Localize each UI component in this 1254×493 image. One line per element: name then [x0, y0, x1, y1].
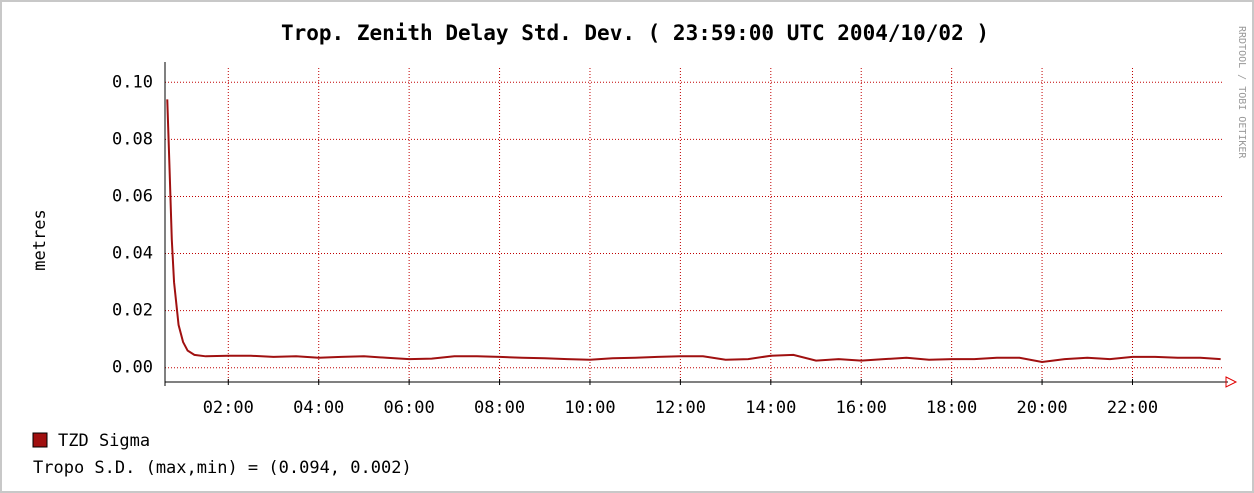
y-tick-label: 0.06	[112, 186, 153, 206]
x-tick-label: 06:00	[384, 398, 435, 418]
legend-swatch	[32, 432, 48, 448]
plot-area	[165, 68, 1222, 382]
x-tick-label: 22:00	[1107, 398, 1158, 418]
y-tick-label: 0.02	[112, 301, 153, 321]
x-tick-label: 12:00	[655, 398, 706, 418]
x-tick-label: 18:00	[926, 398, 977, 418]
x-tick-label: 08:00	[474, 398, 525, 418]
x-tick-label: 20:00	[1016, 398, 1067, 418]
x-tick-label: 04:00	[293, 398, 344, 418]
x-tick-label: 14:00	[745, 398, 796, 418]
y-tick-label: 0.10	[112, 72, 153, 92]
y-tick-label: 0.04	[112, 244, 153, 264]
side-label: RRDTOOL / TOBI OETIKER	[1236, 26, 1247, 159]
chart-title: Trop. Zenith Delay Std. Dev. ( 23:59:00 …	[281, 21, 989, 45]
axis-arrow	[1225, 376, 1238, 388]
data-line	[166, 99, 1221, 364]
y-tick-label: 0.08	[112, 129, 153, 149]
legend-note: Tropo S.D. (max,min) = (0.094, 0.002)	[33, 458, 412, 478]
x-tick-label: 02:00	[203, 398, 254, 418]
y-axis-label: metres	[30, 209, 50, 270]
legend-label: TZD Sigma	[58, 431, 150, 451]
x-tick-label: 10:00	[564, 398, 615, 418]
x-tick-label: 16:00	[836, 398, 887, 418]
y-tick-label: 0.00	[112, 358, 153, 378]
